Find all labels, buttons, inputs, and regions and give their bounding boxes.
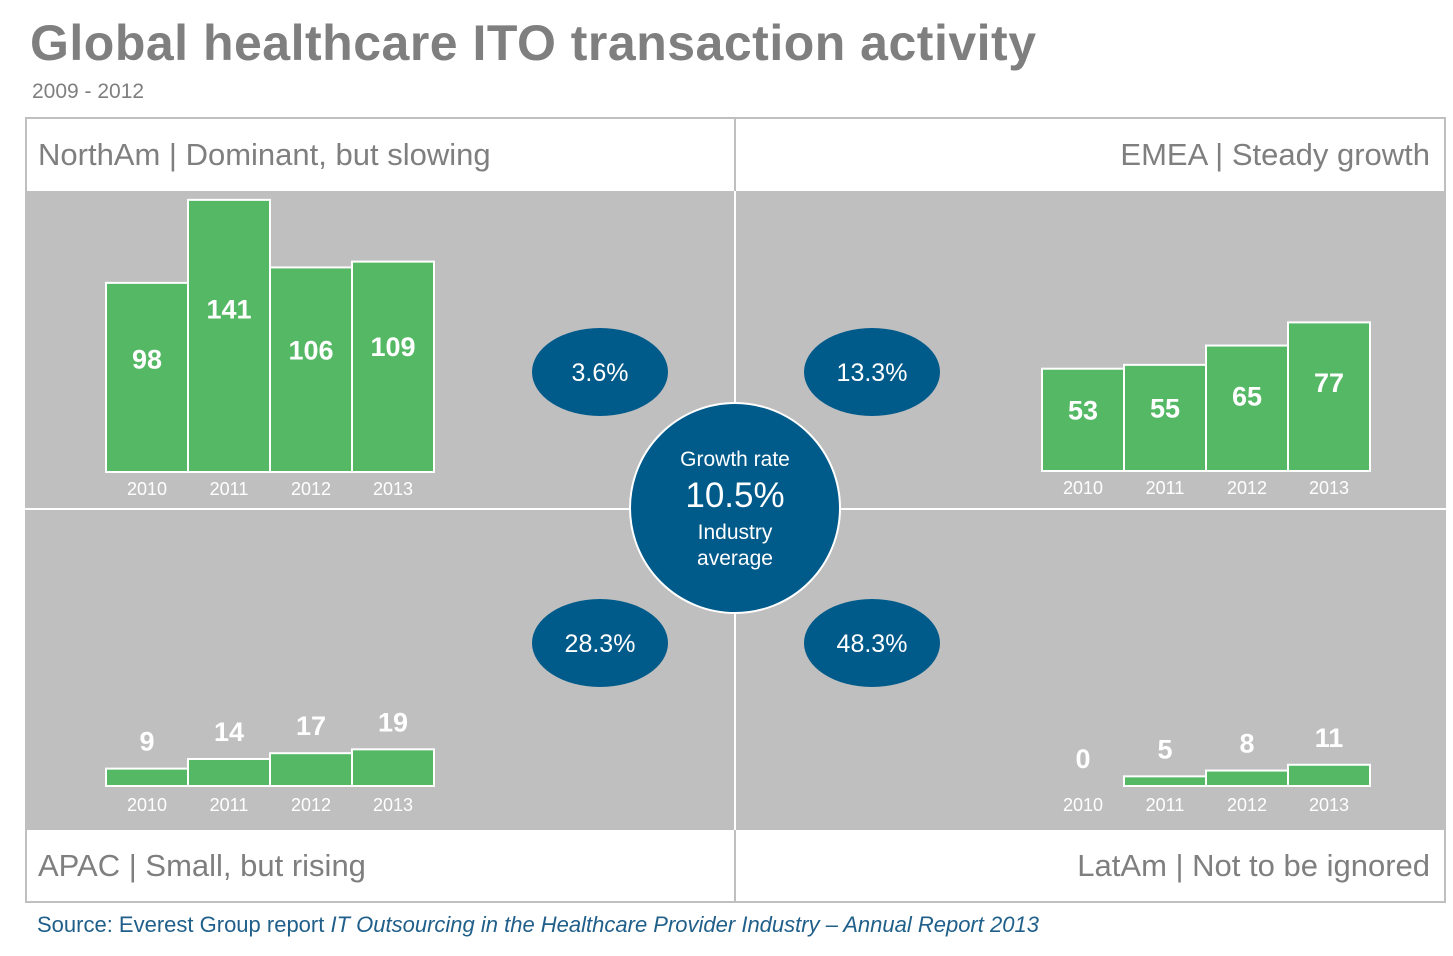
vertical-divider-bottom bbox=[734, 830, 736, 901]
bar-value-apac-2010: 9 bbox=[139, 727, 154, 757]
bar-value-emea-2010: 53 bbox=[1068, 396, 1098, 426]
bar-northam-2013 bbox=[351, 260, 435, 473]
growth-rate-apac: 28.3% bbox=[565, 630, 636, 658]
bar-value-northam-2013: 109 bbox=[370, 332, 415, 362]
bar-latam-2013 bbox=[1287, 763, 1371, 788]
tick-label-apac-2010: 2010 bbox=[127, 795, 167, 815]
bar-emea-2010 bbox=[1041, 367, 1125, 472]
tick-label-latam-2012: 2012 bbox=[1227, 795, 1267, 815]
page-subtitle: 2009 - 2012 bbox=[32, 80, 145, 103]
growth-rate-northam: 3.6% bbox=[572, 359, 629, 387]
bar-emea-2012 bbox=[1205, 344, 1289, 472]
tick-label-northam-2012: 2012 bbox=[291, 479, 331, 499]
growth-ellipse-apac bbox=[532, 599, 668, 687]
page-title: Global healthcare ITO transaction activi… bbox=[30, 15, 1037, 71]
bar-value-apac-2012: 17 bbox=[296, 711, 326, 741]
quadrant-label-latam: LatAm | Not to be ignored bbox=[1077, 848, 1430, 883]
bar-northam-2011 bbox=[187, 198, 271, 473]
bar-value-northam-2010: 98 bbox=[132, 345, 162, 375]
bar-northam-2012 bbox=[269, 266, 353, 474]
bar-value-latam-2011: 5 bbox=[1157, 734, 1172, 764]
growth-rate-emea: 13.3% bbox=[837, 359, 908, 387]
source-note: Source: Everest Group report IT Outsourc… bbox=[37, 912, 1039, 938]
bar-value-emea-2011: 55 bbox=[1150, 393, 1180, 423]
tick-label-apac-2011: 2011 bbox=[210, 795, 249, 815]
growth-rate-latam: 48.3% bbox=[837, 630, 908, 658]
tick-label-apac-2012: 2012 bbox=[291, 795, 331, 815]
tick-label-northam-2011: 2011 bbox=[210, 479, 249, 499]
tick-label-emea-2012: 2012 bbox=[1227, 478, 1267, 498]
center-label-line3: average bbox=[697, 547, 773, 570]
bar-value-northam-2012: 106 bbox=[288, 335, 333, 365]
bar-emea-2013 bbox=[1287, 321, 1371, 473]
growth-ellipse-northam bbox=[532, 328, 668, 416]
bar-latam-2012 bbox=[1205, 769, 1289, 787]
bar-value-apac-2013: 19 bbox=[378, 707, 408, 737]
tick-label-latam-2013: 2013 bbox=[1309, 795, 1349, 815]
bar-apac-2010 bbox=[105, 767, 189, 788]
tick-label-emea-2013: 2013 bbox=[1309, 478, 1349, 498]
tick-label-latam-2010: 2010 bbox=[1063, 795, 1103, 815]
tick-label-northam-2010: 2010 bbox=[127, 479, 167, 499]
center-label-line1: Growth rate bbox=[680, 448, 790, 471]
center-value: 10.5% bbox=[685, 476, 784, 515]
tick-label-northam-2013: 2013 bbox=[373, 479, 413, 499]
tick-label-emea-2011: 2011 bbox=[1146, 478, 1185, 498]
tick-label-emea-2010: 2010 bbox=[1063, 478, 1103, 498]
center-growth-circle bbox=[629, 402, 841, 614]
bar-value-emea-2013: 77 bbox=[1314, 368, 1344, 398]
tick-label-latam-2011: 2011 bbox=[1146, 795, 1185, 815]
quadrant-label-northam: NorthAm | Dominant, but slowing bbox=[38, 137, 491, 172]
tick-label-apac-2013: 2013 bbox=[373, 795, 413, 815]
bar-emea-2011 bbox=[1123, 363, 1207, 473]
growth-ellipse-emea bbox=[804, 328, 940, 416]
source-prefix: Source: Everest Group report bbox=[37, 912, 331, 937]
vertical-divider-top bbox=[734, 119, 736, 191]
source-title: IT Outsourcing in the Healthcare Provide… bbox=[330, 912, 1039, 937]
bar-northam-2010 bbox=[105, 281, 189, 473]
bar-apac-2012 bbox=[269, 752, 353, 788]
center-label-line2: Industry bbox=[698, 521, 773, 544]
quadrant-label-apac: APAC | Small, but rising bbox=[38, 848, 366, 883]
bar-value-emea-2012: 65 bbox=[1232, 382, 1262, 412]
bar-value-northam-2011: 141 bbox=[206, 295, 251, 325]
quadrant-label-emea: EMEA | Steady growth bbox=[1120, 137, 1430, 172]
bar-latam-2011 bbox=[1123, 775, 1207, 787]
bar-value-latam-2013: 11 bbox=[1315, 723, 1344, 753]
bar-value-apac-2011: 14 bbox=[214, 717, 244, 747]
bar-apac-2011 bbox=[187, 757, 271, 787]
bar-value-latam-2012: 8 bbox=[1239, 729, 1254, 759]
bar-value-latam-2010: 0 bbox=[1075, 744, 1090, 774]
bar-apac-2013 bbox=[351, 748, 435, 788]
growth-ellipse-latam bbox=[804, 599, 940, 687]
